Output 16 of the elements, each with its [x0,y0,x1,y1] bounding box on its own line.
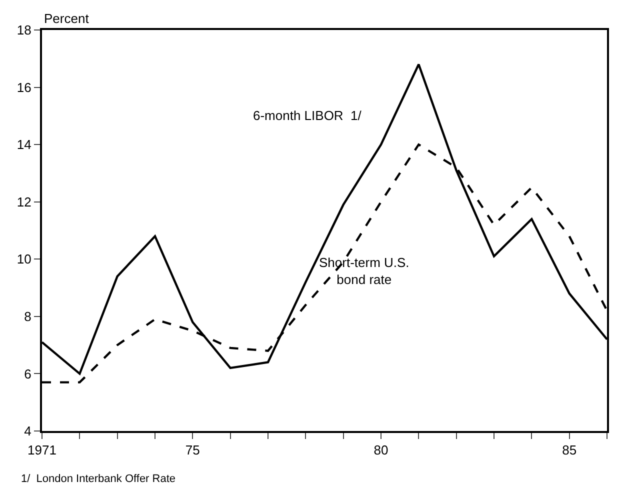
x-tick-label: 75 [185,442,200,458]
y-tick-label: 8 [24,308,32,324]
series-label: Short-term U.S. bond rate [319,255,410,287]
text: 1/ London Interbank Offer Rate [21,473,176,485]
y-tick-label: 4 [24,424,32,439]
y-tick-label: 16 [16,80,32,95]
y-tick-label: 6 [24,366,32,382]
y-tick-label: 12 [16,194,32,210]
y-tick-label: 18 [16,22,32,38]
x-tick-label: 80 [374,442,388,458]
x-tick-label: 85 [562,442,577,458]
y-tick-label: 10 [16,252,32,267]
text: 6-month LIBOR 1/ [253,108,362,123]
y-tick-label: 14 [16,137,32,152]
x-tick-label: 1971 [28,442,56,458]
y-axis-title: Percent [44,11,90,26]
